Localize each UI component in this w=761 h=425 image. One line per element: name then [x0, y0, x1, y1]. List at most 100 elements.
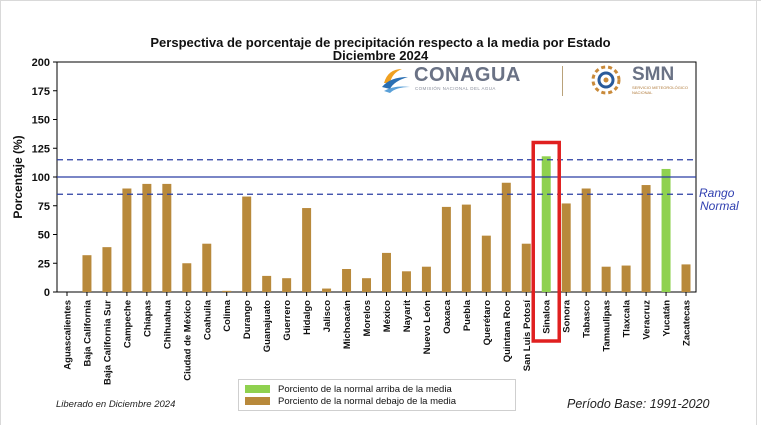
bar-9: [242, 196, 252, 292]
x-tick-label: Durango: [242, 300, 253, 339]
x-tick-label: México: [382, 300, 393, 332]
x-tick-label: Guanajuato: [262, 300, 273, 352]
conagua-logo-text: CONAGUA: [414, 64, 521, 86]
x-tick-label: Baja California: [82, 299, 93, 366]
x-tick-label: Nayarit: [402, 299, 413, 332]
y-tick-label: 150: [32, 115, 50, 127]
x-tick-label: Zacatecas: [682, 300, 693, 346]
x-tick-label: Aguascalientes: [62, 300, 73, 370]
bar-28: [621, 265, 631, 292]
logo-divider: [562, 66, 563, 96]
chart-subtitle: Diciembre 2024: [332, 48, 429, 63]
bar-4: [142, 183, 152, 292]
bar-30: [661, 168, 671, 292]
y-tick-label: 100: [32, 172, 50, 184]
legend-label-below: Porciento de la normal debajo de la medi…: [278, 395, 456, 407]
legend-swatch-above: [245, 385, 270, 393]
bar-1: [82, 255, 92, 292]
legend: Porciento de la normal arriba de la medi…: [238, 379, 516, 411]
bar-18: [421, 266, 431, 292]
conagua-logo-subtitle: COMISIÓN NACIONAL DEL AGUA: [415, 86, 496, 91]
bar-27: [601, 266, 611, 292]
bar-11: [282, 278, 292, 292]
smn-logo-icon: [591, 65, 621, 95]
bar-15: [362, 278, 372, 292]
y-tick-label: 200: [32, 57, 50, 69]
conagua-logo-icon: [382, 69, 410, 93]
bar-6: [182, 263, 192, 292]
x-tick-label: Chiapas: [142, 300, 153, 337]
x-tick-label: San Luis Potosí: [522, 300, 533, 372]
plot-area: 0 25 50 75 100 125 150 175 200 Porcentaje (%) Agua…: [11, 57, 697, 385]
x-tick-label: Campeche: [122, 300, 133, 348]
bar-14: [342, 269, 352, 292]
x-tick-label: Sinaloa: [542, 299, 553, 334]
bar-20: [461, 204, 471, 292]
legend-item-below: Porciento de la normal debajo de la medi…: [245, 395, 456, 407]
x-tick-label: Michoacán: [342, 300, 353, 349]
top-border: [0, 0, 761, 1]
legend-label-above: Porciento de la normal arriba de la medi…: [278, 383, 452, 395]
y-tick-label: 175: [32, 86, 50, 98]
bar-13: [322, 288, 332, 292]
right-border: [756, 0, 757, 425]
x-tick-label: Jalisco: [322, 300, 333, 332]
bar-17: [401, 271, 411, 292]
bar-24: [541, 156, 551, 292]
x-tick-label: Chihuahua: [162, 299, 173, 349]
y-axis-label: Porcentaje (%): [11, 135, 25, 218]
bar-10: [262, 275, 272, 292]
base-period-note: Período Base: 1991-2020: [567, 397, 710, 411]
x-tick-label: Tlaxcala: [622, 299, 633, 337]
bar-3: [122, 188, 132, 292]
y-tick-label: 75: [38, 201, 50, 213]
normal-range-label: Rango Normal: [699, 187, 739, 213]
bar-25: [561, 203, 571, 292]
x-tick-label: Puebla: [462, 299, 473, 331]
bar-5: [162, 183, 172, 292]
bar-31: [681, 264, 691, 292]
x-tick-label: Tabasco: [582, 300, 593, 338]
x-tick-label: Nuevo León: [422, 300, 433, 355]
smn-logo-text: SMN: [632, 64, 675, 85]
x-tick-label: Oaxaca: [442, 299, 453, 334]
highlight-box: [531, 140, 561, 343]
x-tick-label: Colima: [222, 299, 233, 331]
x-tick-label: Quintana Roo: [502, 300, 513, 362]
bar-7: [202, 243, 212, 292]
bar-2: [102, 247, 112, 292]
logo-area: CONAGUA COMISIÓN NACIONAL DEL AGUA SMN S…: [376, 62, 694, 102]
release-note: Liberado en Diciembre 2024: [56, 399, 176, 410]
x-tick-label: Baja California Sur: [102, 300, 113, 385]
legend-swatch-below: [245, 397, 270, 405]
x-tick-label: Coahuila: [202, 299, 213, 340]
bar-23: [521, 243, 531, 292]
chart-title: Perspectiva de porcentaje de precipitaci…: [150, 35, 611, 50]
y-tick-label: 50: [38, 230, 50, 242]
bar-12: [302, 208, 312, 292]
smn-logo-subtitle: SERVICIO METEOROLÓGICO NACIONAL: [632, 85, 688, 95]
bar-29: [641, 185, 651, 292]
x-tick-label: Hidalgo: [302, 300, 313, 335]
x-tick-label: Sonora: [562, 299, 573, 332]
y-tick-label: 0: [44, 287, 50, 299]
bar-21: [481, 235, 491, 292]
x-tick-label: Ciudad de México: [182, 300, 193, 381]
left-border: [0, 0, 1, 425]
bar-22: [501, 182, 511, 292]
legend-item-above: Porciento de la normal arriba de la medi…: [245, 383, 452, 395]
x-tick-label: Tamaulipas: [602, 300, 613, 352]
y-tick-label: 25: [38, 258, 50, 270]
x-tick-label: Morelos: [362, 300, 373, 336]
bar-16: [381, 252, 391, 292]
bar-19: [441, 206, 451, 292]
x-tick-label: Veracruz: [642, 300, 653, 340]
x-tick-label: Guerrero: [282, 300, 293, 341]
bar-8: [222, 290, 232, 292]
x-tick-label: Yucatán: [662, 300, 673, 337]
y-tick-label: 125: [32, 143, 50, 155]
normal-range-label-line2: Normal: [700, 199, 739, 213]
bar-26: [581, 188, 591, 292]
x-tick-label: Querétaro: [482, 300, 493, 346]
